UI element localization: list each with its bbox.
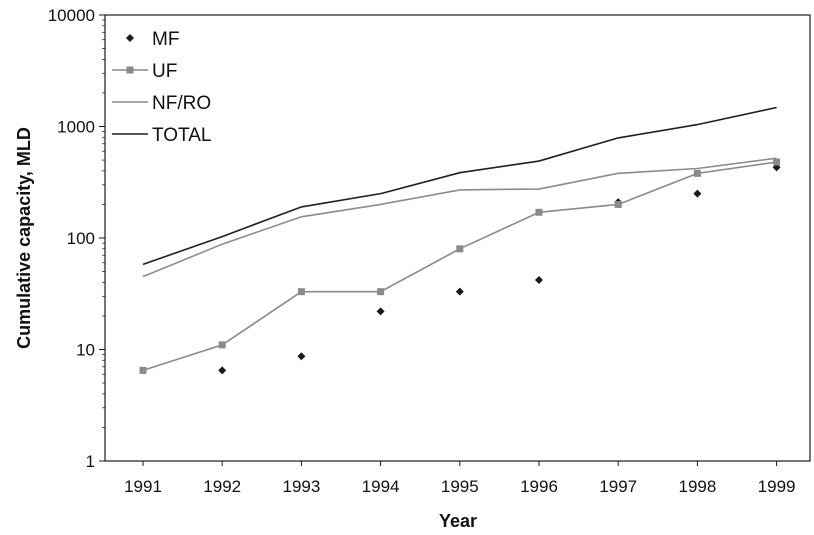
x-tick-label: 1999 bbox=[758, 477, 796, 496]
series-layer bbox=[139, 106, 781, 375]
y-tick-label: 1 bbox=[86, 452, 95, 471]
y-tick-label: 1000 bbox=[57, 118, 95, 137]
x-tick-label: 1998 bbox=[678, 477, 716, 496]
legend-marker bbox=[126, 34, 134, 42]
data-point-mf bbox=[218, 366, 227, 375]
x-tick-label: 1995 bbox=[441, 477, 479, 496]
series-nf-ro bbox=[142, 157, 777, 278]
data-point-mf bbox=[693, 189, 702, 198]
data-point-uf bbox=[535, 208, 543, 216]
legend-item-uf: UF bbox=[112, 61, 177, 82]
data-point-uf bbox=[139, 366, 147, 374]
legend: MF UF NF/RO TOTAL bbox=[112, 29, 211, 146]
data-point-uf bbox=[456, 245, 464, 253]
x-tick-label: 1992 bbox=[203, 477, 241, 496]
data-point-uf bbox=[693, 169, 701, 177]
series-line-nf-ro bbox=[142, 157, 777, 278]
series-line-total bbox=[142, 106, 777, 266]
y-tick-label: 100 bbox=[67, 229, 95, 248]
data-point-uf bbox=[297, 288, 305, 296]
x-tick-label: 1996 bbox=[520, 477, 558, 496]
plot-area bbox=[104, 14, 811, 462]
legend-marker bbox=[126, 66, 134, 74]
plot-frame bbox=[104, 14, 811, 462]
series-total bbox=[142, 106, 777, 266]
data-point-uf bbox=[377, 288, 385, 296]
legend-item-mf: MF bbox=[126, 29, 179, 50]
data-point-mf bbox=[376, 307, 385, 316]
x-tick-label: 1991 bbox=[124, 477, 162, 496]
x-tick-label: 1997 bbox=[599, 477, 637, 496]
y-axis-title: Cumulative capacity, MLD bbox=[14, 127, 34, 349]
legend-item-nf-ro: NF/RO bbox=[112, 93, 211, 114]
x-axis-ticks: 1991 1992 1993 1994 1995 1996 1997 1998 1999 bbox=[124, 461, 796, 496]
data-point-mf bbox=[535, 276, 543, 285]
data-point-uf bbox=[614, 200, 622, 208]
y-tick-label: 10000 bbox=[48, 6, 95, 25]
data-point-mf bbox=[455, 287, 464, 296]
legend-label: MF bbox=[152, 29, 179, 50]
x-tick-label: 1993 bbox=[282, 477, 320, 496]
y-axis-ticks: 1 10 100 1000 10000 bbox=[48, 6, 105, 471]
data-point-uf bbox=[218, 341, 226, 349]
data-point-mf bbox=[297, 352, 306, 361]
x-tick-label: 1994 bbox=[362, 477, 400, 496]
legend-label: NF/RO bbox=[152, 93, 211, 114]
legend-label: TOTAL bbox=[152, 125, 211, 146]
series-uf bbox=[139, 158, 781, 374]
legend-label: UF bbox=[152, 61, 177, 82]
legend-item-total: TOTAL bbox=[112, 125, 211, 146]
data-point-uf bbox=[773, 158, 781, 166]
y-tick-label: 10 bbox=[76, 341, 95, 360]
x-axis-title: Year bbox=[439, 511, 477, 531]
